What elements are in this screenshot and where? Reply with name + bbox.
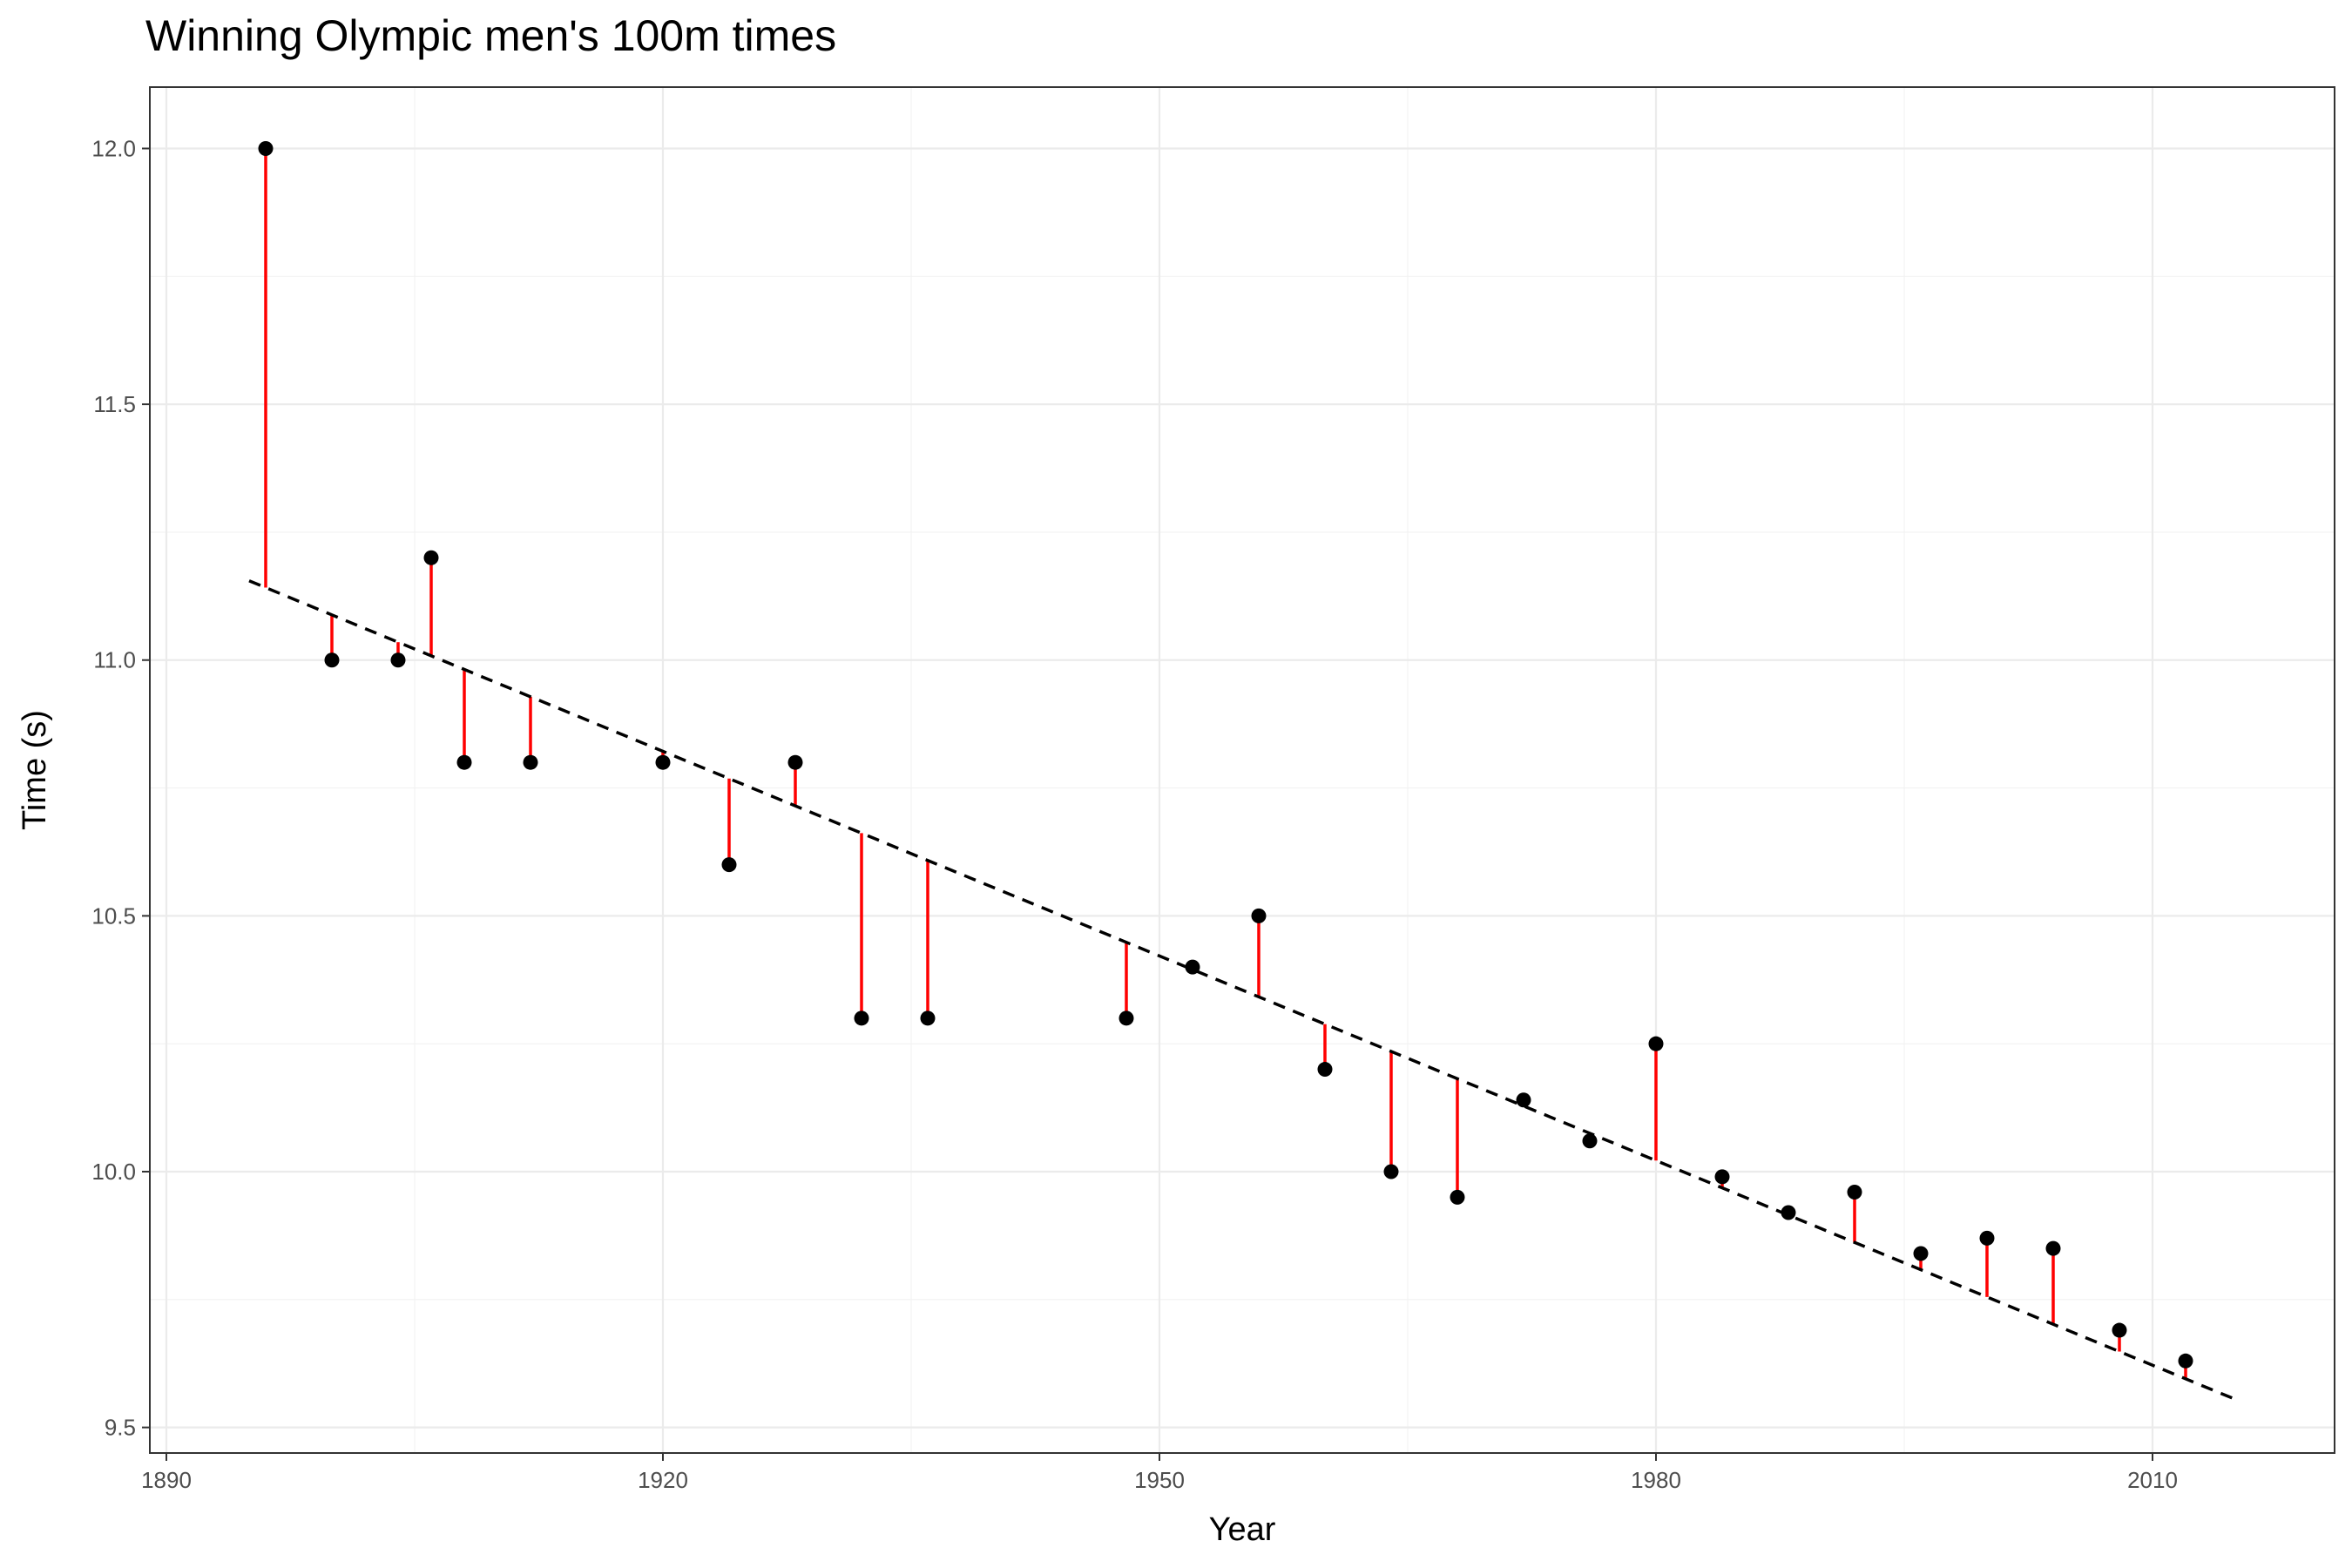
x-axis: 1890 1920 1950 1980 2010 [141,1453,2178,1493]
data-points [258,140,2193,1369]
panel-border [149,86,2335,1454]
residual-lines [264,148,2187,1379]
data-point [423,550,439,565]
chart-title: Winning Olympic men's 100m times [145,11,836,60]
data-point [1383,1164,1399,1179]
y-axis-title: Time (s) [17,710,53,830]
y-tick-label: 10.0 [91,1159,136,1185]
data-point [655,754,671,770]
y-tick-label: 11.0 [93,647,136,673]
data-point [1913,1246,1929,1261]
data-point [787,754,803,770]
data-point [2178,1353,2193,1369]
data-point [1516,1092,1531,1108]
data-point [1979,1230,1995,1246]
data-point [2045,1240,2061,1256]
data-point [1185,959,1200,975]
data-point [456,754,472,770]
grid [150,87,2335,1453]
x-tick-label: 1890 [141,1467,192,1493]
data-point [1317,1062,1333,1078]
data-point [1781,1205,1796,1220]
data-point [854,1010,869,1026]
data-point [523,754,538,770]
y-axis: 9.5 10.0 10.5 11.0 11.5 12.0 [91,135,150,1441]
y-tick-label: 12.0 [91,135,136,161]
data-point [1251,908,1267,923]
x-tick-label: 2010 [2127,1467,2178,1493]
x-axis-title: Year [1209,1511,1276,1548]
data-point [2112,1322,2127,1338]
x-tick-label: 1920 [638,1467,688,1493]
data-point [1119,1010,1134,1026]
data-point [1648,1036,1664,1051]
fit-line [248,579,2236,1401]
data-point [721,857,737,873]
data-point [1714,1169,1730,1185]
data-point [324,652,340,668]
x-tick-label: 1980 [1631,1467,1681,1493]
y-tick-label: 10.5 [91,902,136,929]
x-tick-label: 1950 [1134,1467,1185,1493]
data-point [1847,1184,1862,1200]
y-tick-label: 11.5 [93,391,136,417]
data-point [920,1010,936,1026]
data-point [1450,1189,1465,1205]
data-point [1582,1133,1598,1149]
data-point [258,140,274,156]
data-point [390,652,406,668]
fit-line-group [248,579,2236,1401]
y-tick-label: 9.5 [105,1415,136,1441]
